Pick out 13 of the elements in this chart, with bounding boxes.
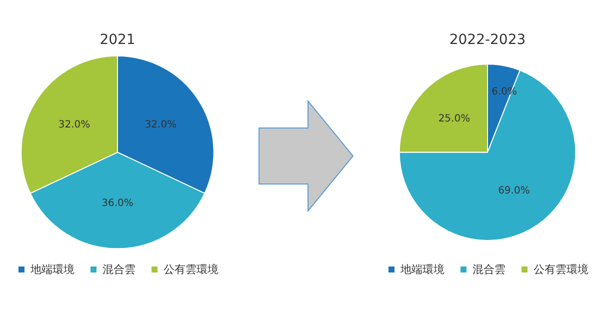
data-label: 36.0% [102,198,134,209]
chart-title: 2022-2023 [449,32,526,48]
legend-label: 公有雲環境 [534,263,588,276]
legend-label: 地端環境 [30,263,74,276]
data-label: 32.0% [58,119,90,130]
data-label: 25.0% [438,113,470,124]
legend-label: 混合雲 [472,263,506,276]
legend-label: 公有雲環境 [164,263,218,276]
chart-title: 2021 [100,32,136,48]
legend-label: 混合雲 [102,263,136,276]
data-label: 69.0% [498,186,530,197]
legend-label: 地端環境 [400,263,444,276]
data-label: 32.0% [144,119,177,130]
